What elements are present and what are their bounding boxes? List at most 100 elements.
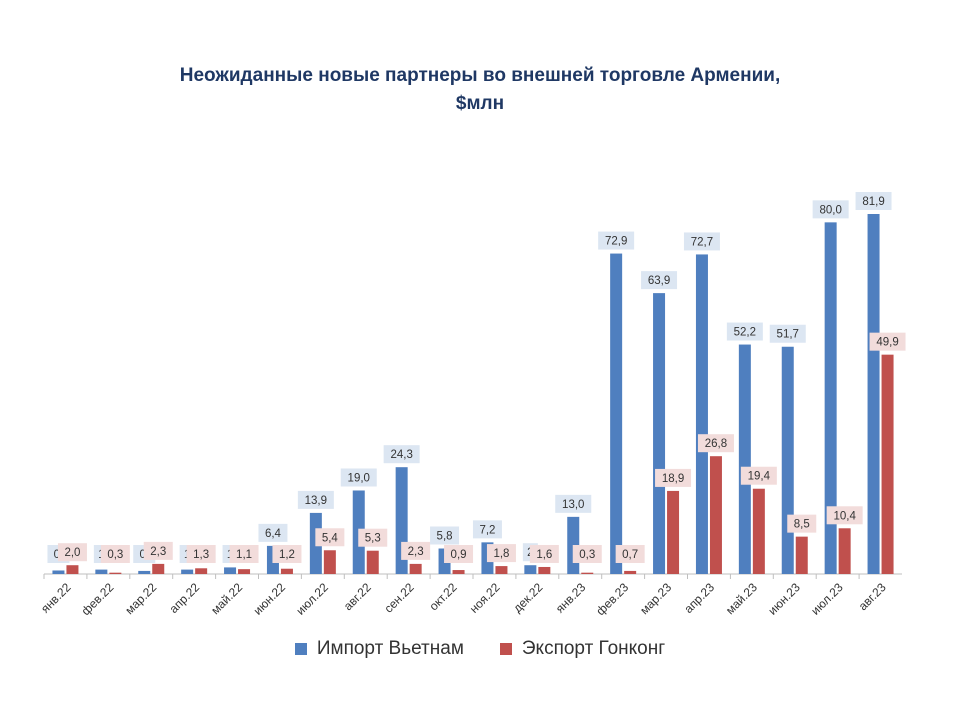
bar-import: [224, 567, 237, 574]
data-label-import: 72,7: [683, 232, 720, 251]
data-label-text: 1,3: [193, 549, 209, 561]
data-label-text: 24,3: [390, 449, 412, 461]
data-label-bg: [444, 545, 474, 563]
x-tick-label: авг.22: [341, 580, 374, 613]
bar-import: [738, 344, 751, 574]
data-label-text: 81,9: [862, 196, 884, 208]
data-label-text: 49,9: [876, 337, 898, 349]
bar-export: [366, 550, 379, 574]
data-label-bg: [655, 468, 692, 487]
bar-export: [667, 490, 680, 574]
bar-export: [280, 568, 293, 574]
data-label-text: 13,0: [562, 499, 584, 511]
data-label-bg: [272, 545, 302, 563]
data-label-text: 13,9: [305, 495, 327, 507]
data-label-import: 13,9: [297, 490, 334, 509]
chart-title-line1: Неожиданные новые партнеры во внешней то…: [179, 65, 781, 86]
data-label-bg: [57, 543, 87, 562]
data-label-text: 5,8: [437, 531, 453, 543]
x-tick-label: янв.22: [38, 580, 74, 616]
data-label-import: 19,0: [340, 468, 377, 487]
bar-import: [138, 570, 151, 574]
data-label-text: 26,8: [705, 438, 727, 450]
data-label-bg: [486, 544, 516, 563]
data-label-text: 0,7: [622, 549, 638, 561]
x-tick-label: янв.23: [553, 580, 589, 616]
data-label-export: 1,1: [229, 545, 259, 563]
x-tick-label: авг.23: [856, 580, 889, 613]
bar-import: [781, 346, 794, 574]
data-label-text: 72,7: [691, 236, 713, 248]
bar-export: [838, 528, 851, 574]
data-label-bg: [826, 506, 863, 525]
data-label-export: 2,3: [143, 541, 173, 560]
data-label-bg: [855, 192, 892, 210]
data-label-import: 6,4: [258, 523, 288, 542]
data-label-text: 10,4: [833, 510, 856, 522]
data-label-export: 5,3: [358, 528, 388, 547]
data-label-text: 0,3: [107, 549, 123, 561]
data-label-import: 5,8: [430, 526, 460, 545]
data-label-bg: [598, 231, 635, 250]
data-label-text: 0,3: [579, 549, 595, 561]
data-label-export: 8,5: [787, 514, 817, 533]
chart-title: Неожиданные новые партнеры во внешней то…: [0, 62, 960, 118]
data-label-text: 18,9: [662, 473, 684, 485]
data-label-text: 8,5: [794, 519, 810, 531]
data-label-bg: [143, 541, 173, 560]
data-label-export: 1,6: [529, 544, 559, 563]
legend-label-import: Импорт Вьетнам: [316, 638, 464, 659]
x-tick-label: июн.23: [765, 580, 803, 618]
legend-item-import: Импорт Вьетнам: [294, 638, 464, 660]
data-label-text: 1,1: [236, 549, 252, 561]
data-label-import: 72,9: [598, 231, 635, 250]
data-label-export: 49,9: [869, 332, 906, 351]
data-label-text: 5,4: [322, 532, 339, 544]
bar-export: [152, 563, 165, 574]
data-label-export: 26,8: [697, 434, 734, 453]
data-label-text: 1,8: [493, 548, 509, 560]
data-label-text: 7,2: [479, 524, 495, 536]
x-tick-label: апр.22: [167, 580, 203, 616]
bar-import: [610, 253, 623, 575]
data-label-bg: [740, 466, 777, 485]
data-label-text: 52,2: [734, 327, 756, 339]
bar-export: [709, 456, 722, 574]
data-label-text: 51,7: [777, 329, 799, 341]
x-tick-label: фев.22: [79, 580, 117, 618]
data-label-import: 80,0: [812, 200, 849, 219]
data-label-bg: [555, 494, 592, 513]
bar-export: [624, 570, 637, 574]
legend-swatch-import: [294, 643, 307, 655]
data-label-bg: [641, 271, 678, 290]
data-label-export: 10,4: [826, 506, 863, 525]
data-label-text: 5,3: [365, 533, 381, 545]
data-label-text: 1,2: [279, 549, 295, 561]
x-tick-label: май.22: [208, 580, 245, 617]
data-label-export: 1,2: [272, 545, 302, 563]
x-tick-label: окт.22: [427, 580, 460, 613]
data-label-text: 19,0: [348, 472, 370, 484]
bar-export: [109, 572, 122, 574]
x-tick-label: сен.22: [381, 580, 417, 616]
data-label-bg: [229, 545, 259, 563]
data-label-text: 2,3: [150, 546, 166, 558]
data-label-bg: [340, 468, 377, 487]
x-tick-label: фев.23: [593, 580, 631, 618]
data-label-bg: [315, 528, 345, 547]
x-tick-label: май.23: [723, 580, 760, 617]
bar-export: [66, 565, 79, 574]
data-label-import: 7,2: [472, 520, 502, 539]
data-label-bg: [572, 545, 602, 563]
bar-export: [452, 570, 465, 574]
bar-import: [867, 214, 880, 574]
data-label-text: 2,0: [64, 547, 80, 559]
data-label-bg: [615, 545, 645, 563]
bar-export: [581, 572, 594, 574]
data-label-export: 1,3: [186, 545, 216, 563]
data-label-bg: [401, 541, 431, 560]
bar-import: [695, 254, 708, 574]
data-label-import: 81,9: [855, 192, 892, 210]
data-label-import: 52,2: [726, 322, 763, 341]
bar-export: [752, 488, 765, 574]
